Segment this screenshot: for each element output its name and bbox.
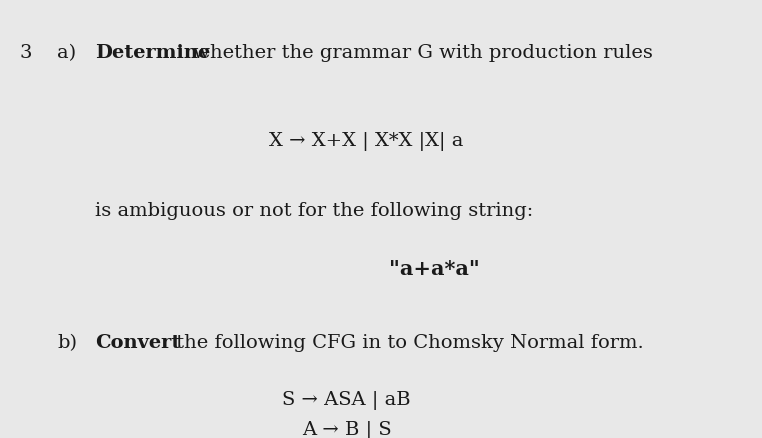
Text: Determine: Determine <box>95 44 210 62</box>
Text: 3: 3 <box>19 44 31 62</box>
Text: the following CFG in to Chomsky Normal form.: the following CFG in to Chomsky Normal f… <box>170 333 644 351</box>
Text: Convert: Convert <box>95 333 181 351</box>
Text: X → X+X | X*X |X| a: X → X+X | X*X |X| a <box>268 131 463 150</box>
Text: b): b) <box>57 333 77 351</box>
Text: a): a) <box>57 44 76 62</box>
Text: S → ASA | aB: S → ASA | aB <box>283 390 411 409</box>
Text: is ambiguous or not for the following string:: is ambiguous or not for the following st… <box>95 201 533 219</box>
Text: A → B | S: A → B | S <box>302 420 392 438</box>
Text: "a+a*a": "a+a*a" <box>389 258 480 279</box>
Text: whether the grammar G with production rules: whether the grammar G with production ru… <box>187 44 652 62</box>
